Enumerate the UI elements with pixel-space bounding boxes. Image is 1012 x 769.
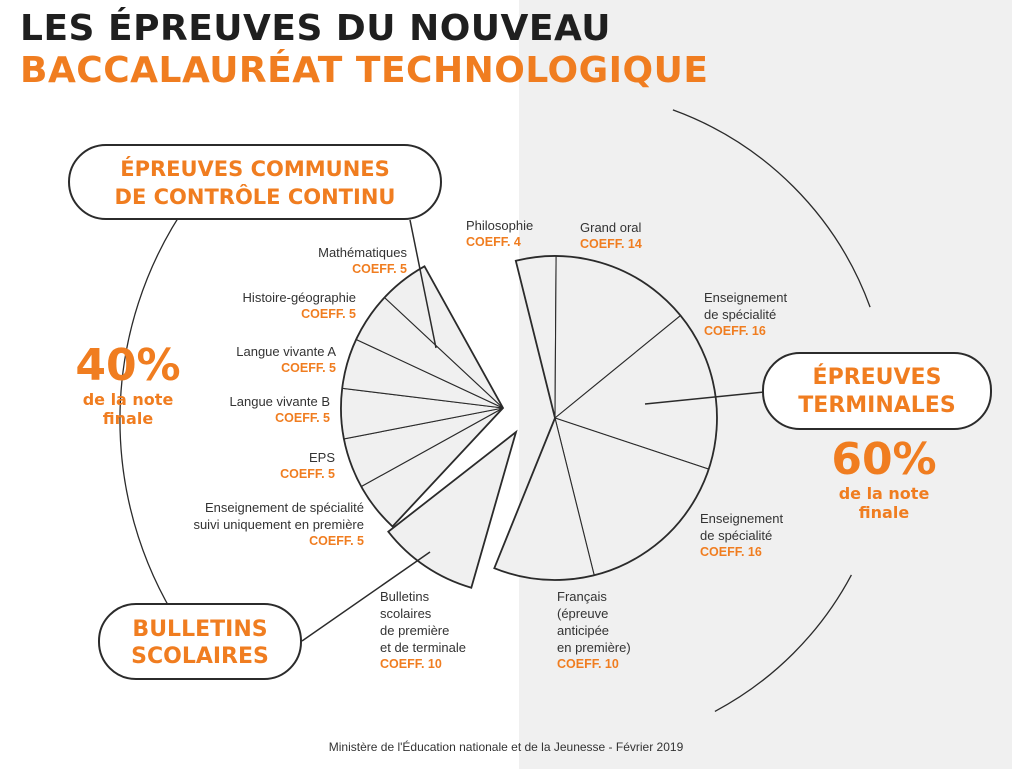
bulletins-title-line2: SCOLAIRES [131, 644, 269, 669]
group-outline-0 [340, 265, 505, 528]
label-grand-oral-coef: COEFF. 14 [580, 237, 642, 251]
leader-line-terminales [644, 391, 765, 405]
label-francais-name4: en première) [557, 640, 631, 655]
percent-40-caption-2: finale [102, 409, 154, 428]
label-langue-vivante-b-name: Langue vivante B [229, 394, 330, 409]
controle-continu-title-line1: ÉPREUVES COMMUNES [120, 157, 390, 181]
terminales-title-line2: TERMINALES [798, 393, 956, 418]
right-frame-arc-top [672, 109, 871, 308]
label-specialite-1-name2: de spécialité [704, 307, 777, 322]
controle-continu-percentage: 40% de la note finale [68, 340, 188, 429]
label-langue-vivante-a-coef: COEFF. 5 [281, 361, 336, 375]
bulletins-title-line1: BULLETINS [132, 617, 268, 642]
label-bulletins-name2: scolaires [380, 606, 432, 621]
label-langue-vivante-a-name: Langue vivante A [236, 344, 336, 359]
label-specialite-1-name1: Enseignement [704, 290, 788, 305]
percent-60-caption-2: finale [858, 503, 910, 522]
label-mathematiques: Mathématiques COEFF. 5 [318, 244, 407, 278]
label-histoire-geographie-name: Histoire-géographie [242, 290, 356, 305]
label-specialite-premiere: Enseignement de spécialité suivi uniquem… [193, 499, 364, 550]
terminales-title-line1: ÉPREUVES [812, 365, 942, 390]
label-specialite-1: Enseignement de spécialité COEFF. 16 [704, 289, 787, 340]
leader-line-controle-continu [409, 219, 437, 349]
label-eps-name: EPS [308, 450, 335, 465]
label-histoire-geographie-coef: COEFF. 5 [301, 307, 356, 321]
controle-continu-title-line2: DE CONTRÔLE CONTINU [114, 185, 396, 209]
label-philosophie-name: Philosophie [466, 218, 534, 233]
label-specialite-2-name2: de spécialité [700, 528, 773, 543]
label-bulletins-coef: COEFF. 10 [380, 657, 442, 671]
label-bulletins-name3: de première [380, 623, 450, 638]
label-specialite-1-coef: COEFF. 16 [704, 324, 766, 338]
label-specialite-premiere-coef: COEFF. 5 [309, 534, 364, 548]
label-specialite-2-name1: Enseignement [700, 511, 784, 526]
label-francais: Français (épreuve anticipée en première)… [557, 588, 631, 673]
label-langue-vivante-b: Langue vivante B COEFF. 5 [230, 393, 330, 427]
label-eps-coef: COEFF. 5 [280, 467, 335, 481]
bulletins-badge: BULLETINS SCOLAIRES [98, 603, 302, 680]
pie-slice-philosophie-2-0 [515, 255, 557, 419]
label-eps: EPS COEFF. 5 [280, 449, 335, 483]
percent-40-caption-1: de la note [82, 390, 174, 409]
right-frame-arc-bottom [714, 574, 852, 712]
label-francais-name1: Français [557, 589, 607, 604]
label-grand-oral: Grand oral COEFF. 14 [580, 219, 642, 253]
percent-40-value: 40% [75, 340, 181, 391]
label-bulletins: Bulletins scolaires de première et de te… [380, 588, 466, 673]
terminales-badge: ÉPREUVES TERMINALES [762, 352, 992, 430]
title-line-1: LES ÉPREUVES DU NOUVEAU [20, 8, 611, 49]
source-credit: Ministère de l'Éducation nationale et de… [328, 740, 684, 754]
title-line-2: BACCALAURÉAT TECHNOLOGIQUE [20, 50, 709, 91]
label-specialite-premiere-name1: Enseignement de spécialité [205, 500, 364, 515]
terminales-percentage: 60% de la note finale [820, 434, 948, 523]
label-mathematiques-name: Mathématiques [318, 245, 407, 260]
label-philosophie-coef: COEFF. 4 [466, 235, 521, 249]
leader-line-bulletins [301, 551, 431, 642]
label-francais-name3: anticipée [557, 623, 610, 638]
label-bulletins-name4: et de terminale [380, 640, 466, 655]
group-outline-2 [493, 255, 718, 581]
label-grand-oral-name: Grand oral [580, 220, 642, 235]
label-bulletins-name1: Bulletins [380, 589, 430, 604]
label-specialite-2-coef: COEFF. 16 [700, 545, 762, 559]
label-mathematiques-coef: COEFF. 5 [352, 262, 407, 276]
left-frame-arc [119, 201, 190, 639]
percent-60-caption-1: de la note [838, 484, 930, 503]
label-specialite-2: Enseignement de spécialité COEFF. 16 [700, 510, 783, 561]
label-specialite-premiere-name2: suivi uniquement en première [193, 517, 364, 532]
label-francais-name2: (épreuve [557, 606, 609, 621]
label-histoire-geographie: Histoire-géographie COEFF. 5 [243, 289, 356, 323]
percent-60-value: 60% [831, 434, 937, 485]
label-philosophie: Philosophie COEFF. 4 [466, 217, 533, 251]
group-outline-1 [387, 429, 518, 589]
label-langue-vivante-a: Langue vivante A COEFF. 5 [236, 343, 336, 377]
label-langue-vivante-b-coef: COEFF. 5 [275, 411, 330, 425]
controle-continu-badge: ÉPREUVES COMMUNES DE CONTRÔLE CONTINU [68, 144, 442, 220]
label-francais-coef: COEFF. 10 [557, 657, 619, 671]
